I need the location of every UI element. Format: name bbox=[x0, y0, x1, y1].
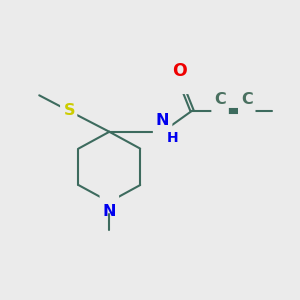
Text: S: S bbox=[64, 103, 76, 118]
Text: N: N bbox=[155, 122, 170, 141]
Text: H: H bbox=[167, 131, 178, 145]
Text: C: C bbox=[213, 101, 227, 120]
Text: N: N bbox=[101, 192, 117, 212]
Text: C: C bbox=[240, 101, 253, 120]
Text: C: C bbox=[214, 92, 226, 107]
Text: S: S bbox=[62, 101, 75, 120]
Text: C: C bbox=[241, 92, 253, 107]
Text: O: O bbox=[172, 62, 187, 80]
Text: N: N bbox=[103, 204, 116, 219]
Text: O: O bbox=[173, 73, 189, 92]
Text: N: N bbox=[156, 113, 169, 128]
